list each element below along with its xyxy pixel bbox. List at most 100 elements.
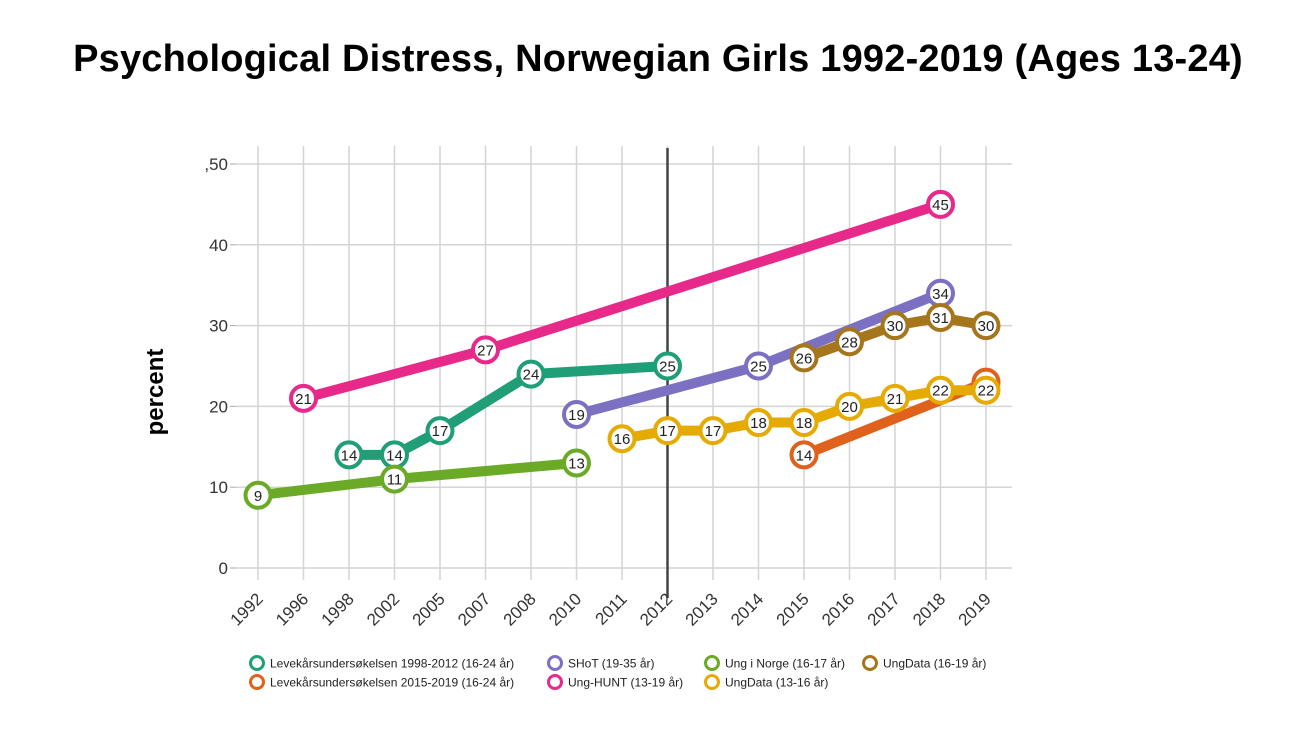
- data-point: [835, 327, 864, 357]
- data-label: 24: [523, 367, 540, 384]
- data-point: [471, 335, 500, 365]
- data-point: [289, 383, 318, 413]
- series-line: [253, 457, 582, 501]
- x-tick-label: 2010: [545, 589, 585, 629]
- legend: Levekårsundersøkelsen 1998-2012 (16-24 å…: [249, 655, 986, 690]
- data-label: 14: [341, 447, 358, 464]
- legend-marker: [704, 655, 720, 671]
- legend-label: Levekårsundersøkelsen 2015-2019 (16-24 å…: [270, 676, 514, 690]
- data-point: [971, 375, 1001, 405]
- data-point: [880, 311, 910, 341]
- data-label: 30: [978, 318, 995, 335]
- data-point: [789, 343, 819, 373]
- x-tick-label: 1998: [318, 589, 358, 629]
- data-point: [562, 448, 591, 478]
- data-label: 26: [796, 350, 813, 367]
- legend-label: Ung-HUNT (13-19 år): [568, 676, 683, 690]
- data-label: 20: [841, 399, 858, 416]
- y-tick-label: ,50: [204, 155, 228, 174]
- data-label: 17: [659, 423, 676, 440]
- data-label: 31: [932, 310, 949, 327]
- x-tick-label: 2014: [727, 589, 767, 629]
- x-tick-label: 1992: [227, 589, 267, 629]
- data-label: 14: [386, 447, 403, 464]
- legend-label: Levekårsundersøkelsen 1998-2012 (16-24 å…: [270, 657, 514, 671]
- x-tick-label: 2007: [454, 589, 494, 629]
- data-point: [744, 408, 773, 438]
- data-point: [880, 383, 910, 413]
- data-label: 28: [841, 334, 858, 351]
- data-point: [971, 311, 1001, 341]
- data-label: 25: [659, 359, 676, 376]
- data-label: 27: [477, 342, 494, 359]
- y-tick-label: 40: [209, 236, 228, 255]
- x-tick-label: 2018: [909, 589, 949, 629]
- data-point: [653, 416, 682, 446]
- legend-label: Ung i Norge (16-17 år): [725, 657, 845, 671]
- data-label: 17: [705, 423, 722, 440]
- grid-lines: [236, 146, 1012, 580]
- data-label: 34: [932, 286, 949, 303]
- series-points: 1414172425142319253421274591113161717181…: [243, 189, 1001, 510]
- data-label: 18: [750, 415, 767, 432]
- data-point: [334, 440, 364, 470]
- data-point: [926, 375, 955, 405]
- y-tick-label: 10: [209, 478, 228, 497]
- legend-marker: [547, 655, 563, 671]
- data-point: [243, 480, 273, 510]
- x-tick-label: 2013: [682, 589, 722, 629]
- data-point: [380, 464, 409, 494]
- legend-label: SHoT (19-35 år): [568, 657, 654, 671]
- x-tick-label: 2019: [955, 589, 995, 629]
- legend-marker: [249, 674, 265, 690]
- x-tick-label: 2005: [409, 589, 449, 629]
- data-label: 18: [796, 415, 813, 432]
- data-label: 21: [295, 391, 312, 408]
- data-point: [425, 416, 455, 446]
- data-label: 19: [568, 407, 585, 424]
- legend-label: UngData (16-19 år): [883, 657, 986, 671]
- x-tick-label: 2008: [500, 589, 540, 629]
- data-point: [744, 351, 773, 381]
- data-point: [926, 303, 955, 333]
- data-label: 14: [796, 447, 813, 464]
- data-point: [607, 424, 637, 454]
- legend-marker: [704, 674, 720, 690]
- x-tick-label: 1996: [272, 589, 312, 629]
- x-tick-label: 2017: [864, 589, 904, 629]
- data-point: [562, 399, 591, 429]
- x-tick-label: 2002: [363, 589, 403, 629]
- data-label: 13: [568, 455, 585, 472]
- chart-title: Psychological Distress, Norwegian Girls …: [73, 38, 1243, 80]
- data-point: [516, 359, 546, 389]
- data-point: [698, 416, 728, 446]
- legend-marker: [249, 655, 265, 671]
- data-point: [789, 440, 819, 470]
- y-axis-ticks: 0 10 20 30 40 ,50: [204, 155, 236, 578]
- y-tick-label: 20: [209, 397, 228, 416]
- x-tick-label: 2016: [818, 589, 858, 629]
- data-label: 11: [387, 472, 403, 489]
- x-tick-label: 2012: [636, 589, 676, 629]
- y-tick-label: 0: [219, 559, 228, 578]
- data-label: 21: [887, 391, 904, 408]
- x-tick-label: 2015: [773, 589, 813, 629]
- data-label: 22: [932, 383, 949, 400]
- data-label: 16: [614, 431, 631, 448]
- x-tick-label: 2011: [592, 589, 631, 628]
- y-tick-label: 30: [209, 317, 228, 336]
- x-axis-ticks: 1992 1996 1998 2002 2005 2007 2008 2010 2011 2012…: [227, 589, 995, 629]
- data-label: 25: [750, 359, 767, 376]
- data-label: 22: [978, 383, 995, 400]
- data-point: [789, 408, 819, 438]
- data-label: 30: [887, 318, 904, 335]
- legend-marker: [547, 674, 563, 690]
- data-label: 9: [254, 488, 262, 505]
- data-point: [653, 351, 682, 381]
- legend-marker: [862, 655, 878, 671]
- data-label: 45: [932, 197, 949, 214]
- data-point: [926, 189, 955, 219]
- data-label: 17: [432, 423, 449, 440]
- data-point: [835, 391, 864, 421]
